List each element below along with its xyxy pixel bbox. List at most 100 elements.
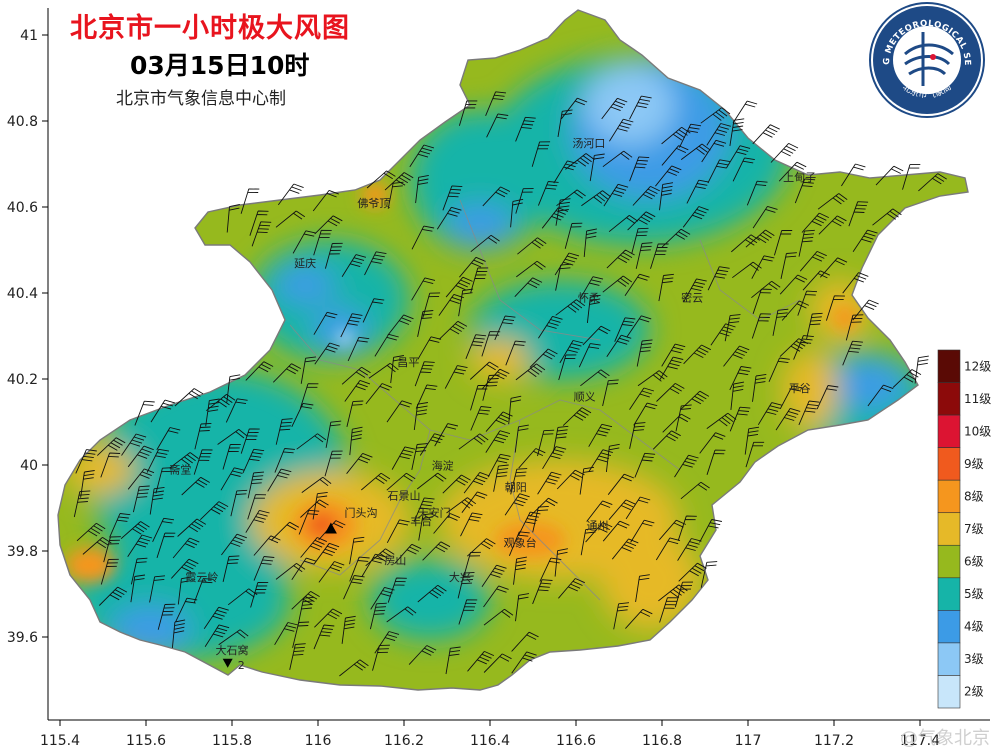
wind-barb [802, 270, 830, 291]
wind-barb [875, 165, 904, 186]
wind-barb [609, 118, 634, 142]
map-title: 北京市一小时极大风图 [70, 13, 350, 44]
wind-barb [729, 406, 751, 432]
wind-barb [794, 178, 816, 204]
wind-barb [100, 452, 121, 478]
wind-barb [779, 385, 803, 410]
wind-barb [602, 275, 633, 293]
legend-swatch [937, 512, 961, 546]
wind-barb [674, 454, 699, 478]
wind-barb [542, 446, 567, 470]
wind-barb [73, 490, 91, 518]
wind-barb [539, 557, 562, 582]
west-orange-patch [65, 547, 115, 583]
logo-inner-disc [893, 26, 961, 94]
wind-barb [608, 215, 639, 233]
wind-barb [726, 145, 751, 169]
wind-barb [779, 274, 808, 295]
wind-barb [557, 109, 573, 137]
wind-barb [701, 139, 727, 163]
wind-barb [732, 100, 758, 124]
wind-barb [100, 558, 119, 585]
wind-barb [194, 422, 212, 450]
legend-swatch [937, 675, 961, 709]
wind-barb [132, 485, 150, 513]
wind-barb [656, 383, 685, 402]
place-label: 霞云岭 [185, 570, 218, 584]
wind-barb [589, 153, 605, 182]
wind-barb [370, 586, 395, 610]
wind-barb [511, 631, 539, 652]
wind-barb [605, 443, 620, 473]
wind-barb [613, 602, 630, 630]
wind-barb [417, 336, 442, 360]
x-tick-label: 115.8 [212, 733, 252, 749]
wind-barb [369, 602, 387, 630]
wind-barb [606, 249, 635, 269]
down-triangle-marker [222, 658, 233, 668]
wind-barb [661, 126, 691, 145]
wind-barb [458, 288, 474, 317]
wind-barb [588, 423, 613, 447]
wind-barb [655, 537, 681, 561]
wind-barb [559, 340, 584, 364]
wind-barb [361, 553, 386, 577]
wind-barb [387, 314, 414, 336]
wind-barb [386, 472, 416, 491]
wind-barb [221, 533, 247, 556]
wind-barb [438, 293, 464, 316]
wind-barb [247, 494, 267, 520]
wind-barb [253, 535, 281, 556]
wind-barb [752, 205, 778, 229]
marker-label: 2 [238, 659, 245, 672]
wind-barb [418, 513, 434, 541]
legend-level-label: 9级 [964, 457, 984, 471]
wind-barb [340, 313, 363, 338]
wind-barb [558, 578, 585, 599]
wind-barb [493, 464, 509, 492]
place-label: 观象台 [504, 536, 537, 550]
legend-swatch [937, 479, 961, 514]
wind-barb [745, 229, 775, 248]
place-label: 丰台 [410, 514, 432, 528]
wind-barb [253, 556, 275, 581]
wind-barb [710, 323, 736, 346]
wind-barb [170, 558, 199, 579]
wind-barb [346, 400, 364, 428]
wind-barb [470, 406, 492, 431]
wind-barb [485, 411, 513, 432]
wind-barb [513, 556, 527, 585]
wind-barb [374, 333, 399, 357]
wind-barb [203, 606, 229, 630]
legend-swatch [937, 642, 961, 676]
wind-barb [386, 400, 412, 423]
axis-ticks: 115.4 115.6 115.8 116 116.2 116.4 116.6 116.8 11… [7, 28, 940, 749]
wind-barb [515, 363, 546, 381]
wind-barb [603, 183, 629, 207]
wind-barb [918, 173, 947, 192]
wind-barb [386, 606, 417, 623]
wind-barb [291, 591, 320, 610]
wind-barb [751, 255, 775, 279]
wind-barb [630, 519, 655, 543]
wind-barb [146, 448, 170, 473]
x-tick-label: 115.6 [126, 733, 166, 749]
wind-barb [629, 387, 655, 410]
wind-barb [579, 466, 595, 495]
wind-barb [292, 230, 317, 254]
legend-swatch [937, 610, 961, 644]
wind-barb [341, 366, 371, 385]
wind-barb [515, 116, 536, 142]
wind-barbs [73, 91, 947, 677]
wind-barb [608, 499, 636, 520]
wind-barb [411, 443, 428, 470]
place-label: 汤河口 [572, 136, 605, 150]
y-tick-label: 39.8 [7, 544, 38, 560]
wind-barb [365, 383, 392, 405]
wind-barb [626, 315, 652, 338]
north-teal-zone-2 [410, 110, 550, 250]
wind-barb [565, 153, 595, 170]
wind-barb [250, 581, 269, 608]
wind-barb [817, 193, 848, 210]
wind-barb [485, 430, 511, 453]
